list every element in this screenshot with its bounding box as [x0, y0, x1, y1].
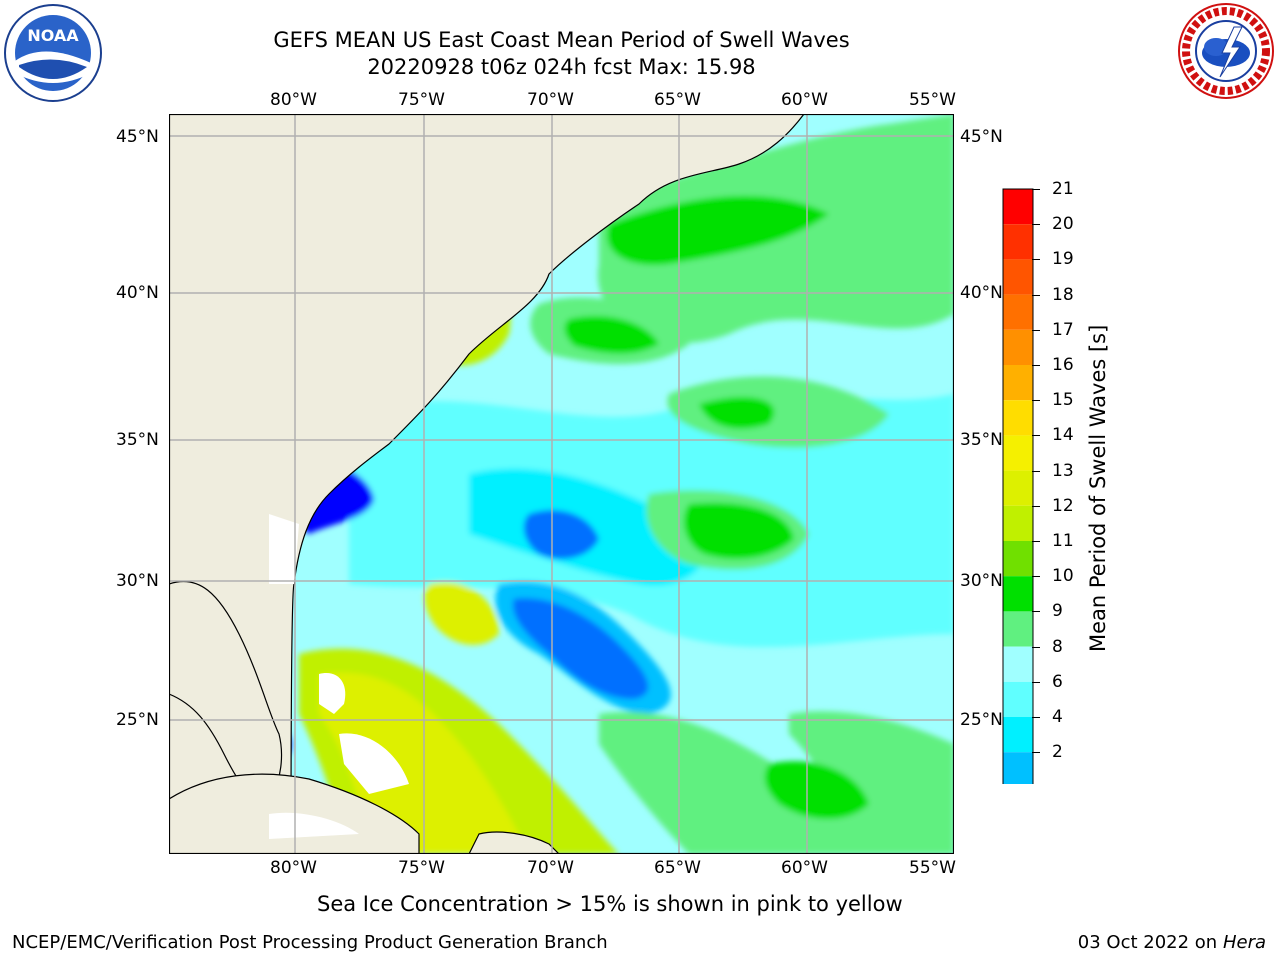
- colorbar-tick-label: 12: [1052, 495, 1074, 516]
- colorbar-tick-label: 20: [1052, 214, 1074, 235]
- colorbar-segment: [1003, 435, 1033, 471]
- colorbar-segment: [1003, 365, 1033, 401]
- colorbar-tick-label: 15: [1052, 390, 1074, 411]
- colorbar-segment: [1003, 611, 1033, 647]
- colorbar-tick-label: 4: [1052, 707, 1063, 727]
- lat-label-left-40n: 40°N: [116, 283, 159, 303]
- noaa-logo-text: NOAA: [27, 26, 79, 45]
- colorbar-tick-label: 8: [1052, 636, 1063, 657]
- mask-area-4: [269, 812, 359, 839]
- colorbar-segment: [1003, 541, 1033, 577]
- colorbar-segment: [1003, 717, 1033, 753]
- colorbar-tick-label: 10: [1052, 566, 1074, 587]
- land-florida: [169, 580, 283, 807]
- lon-label-bottom-60w: 60°W: [781, 858, 828, 878]
- colorbar-tick-label: 21: [1052, 179, 1074, 199]
- colorbar-tick-mark: [1032, 365, 1040, 366]
- footer-date-text: 03 Oct 2022 on: [1077, 932, 1223, 953]
- colorbar-tick-mark: [1032, 752, 1040, 754]
- footer-date: 03 Oct 2022 on Hera: [1078, 932, 1266, 954]
- lat-label-right-40n: 40°N: [960, 283, 1003, 303]
- colorbar-tick-mark: [1032, 400, 1040, 402]
- lon-label-bottom-75w: 75°W: [398, 858, 445, 878]
- colorbar-tick-mark: [1032, 681, 1040, 683]
- colorbar-segment: [1003, 646, 1033, 682]
- map-panel: [168, 113, 955, 855]
- colorbar-tick-mark: [1032, 189, 1040, 190]
- colorbar-tick-mark: [1032, 541, 1040, 542]
- noaa-logo: NOAA: [3, 3, 103, 103]
- colorbar-tick-label: 19: [1052, 249, 1074, 270]
- page-title: GEFS MEAN US East Coast Mean Period of S…: [273, 28, 850, 52]
- colorbar-segment: [1003, 189, 1033, 225]
- lon-label-bottom-65w: 65°W: [654, 858, 701, 878]
- sea-ice-note: Sea Ice Concentration > 15% is shown in …: [317, 892, 903, 916]
- colorbar-tick-mark: [1032, 505, 1040, 507]
- mask-area-2: [319, 673, 346, 714]
- mask-area-1: [269, 514, 299, 584]
- colorbar-tick-mark: [1032, 470, 1040, 472]
- colorbar-tick-label: 11: [1052, 531, 1074, 551]
- colorbar-tick-label: 13: [1052, 460, 1074, 481]
- lat-label-left-30n: 30°N: [116, 571, 159, 591]
- colorbar-segment: [1003, 400, 1033, 436]
- colorbar-tick-label: 6: [1052, 671, 1063, 692]
- colorbar-tick-label: 14: [1052, 425, 1074, 446]
- mask-area-3: [339, 733, 409, 794]
- colorbar-segment: [1003, 752, 1033, 788]
- colorbar-segment: [1003, 505, 1033, 541]
- lat-label-right-35n: 35°N: [960, 430, 1003, 450]
- colorbar-tick-mark: [1032, 435, 1040, 437]
- colorbar-tick-mark: [1032, 329, 1040, 331]
- lat-label-left-45n: 45°N: [116, 127, 159, 147]
- colorbar-label: Mean Period of Swell Waves [s]: [1086, 324, 1110, 652]
- lon-label-top-60w: 60°W: [781, 90, 828, 110]
- land-north-america: [169, 114, 805, 854]
- footer-machine: Hera: [1222, 932, 1266, 953]
- colorbar-tick-mark: [1032, 646, 1040, 648]
- colorbar: [1002, 188, 1036, 819]
- colorbar-segment: [1003, 224, 1033, 260]
- colorbar-tick-mark: [1032, 259, 1040, 261]
- lat-label-right-45n: 45°N: [960, 127, 1003, 147]
- colorbar-tick-label: 2: [1052, 742, 1063, 763]
- lon-label-top-80w: 80°W: [270, 90, 317, 110]
- colorbar-tick-label: 17: [1052, 319, 1074, 340]
- colorbar-segment: [1003, 294, 1033, 330]
- lon-label-bottom-70w: 70°W: [527, 858, 574, 878]
- colorbar-tick-label: 9: [1052, 601, 1063, 622]
- lon-label-top-65w: 65°W: [654, 90, 701, 110]
- lon-label-top-75w: 75°W: [398, 90, 445, 110]
- land-hispaniola: [468, 831, 560, 854]
- colorbar-tick-label: 18: [1052, 284, 1074, 305]
- colorbar-tick-mark: [1032, 576, 1040, 578]
- lon-label-top-70w: 70°W: [527, 90, 574, 110]
- footer-branch: NCEP/EMC/Verification Post Processing Pr…: [12, 932, 608, 953]
- colorbar-segment: [1003, 259, 1033, 295]
- lat-label-right-25n: 25°N: [960, 710, 1003, 730]
- lon-label-top-55w: 55°W: [909, 90, 956, 110]
- colorbar-tick-mark: [1032, 294, 1040, 296]
- graticule: [169, 114, 954, 854]
- lon-label-bottom-80w: 80°W: [270, 858, 317, 878]
- lat-label-right-30n: 30°N: [960, 571, 1003, 591]
- colorbar-tick-mark: [1032, 611, 1040, 613]
- colorbar-segment: [1003, 681, 1033, 717]
- page-subtitle: 20220928 t06z 024h fcst Max: 15.98: [367, 55, 756, 79]
- colorbar-segment: [1003, 470, 1033, 506]
- lat-label-left-25n: 25°N: [116, 710, 159, 730]
- nws-logo: [1176, 1, 1276, 101]
- lon-label-bottom-55w: 55°W: [909, 858, 956, 878]
- lat-label-left-35n: 35°N: [116, 430, 159, 450]
- colorbar-tick-mark: [1032, 224, 1040, 226]
- colorbar-tick-label: 16: [1052, 355, 1074, 375]
- colorbar-segment: [1003, 329, 1033, 365]
- colorbar-segment: [1003, 576, 1033, 612]
- colorbar-tick-mark: [1032, 717, 1040, 718]
